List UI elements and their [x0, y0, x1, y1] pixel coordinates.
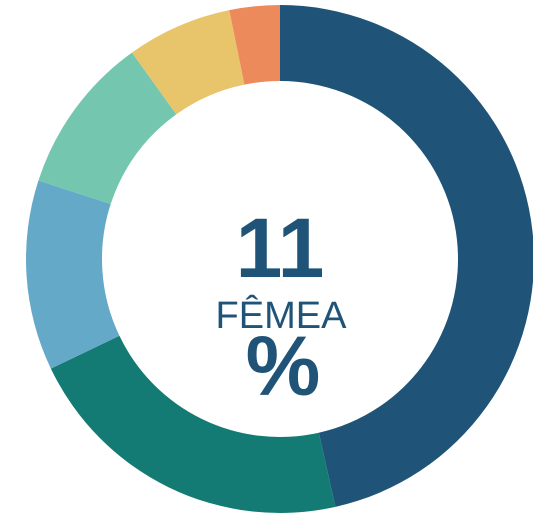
- donut-segment: [131, 10, 245, 115]
- donut-segment: [50, 335, 336, 513]
- donut: [25, 5, 533, 513]
- center-unit: %: [246, 319, 321, 413]
- center-label: FÊMEA: [216, 294, 348, 337]
- donut-segment: [280, 5, 533, 507]
- donut-segment: [38, 52, 177, 204]
- donut-segment: [25, 180, 120, 369]
- center-value: 11: [236, 201, 325, 295]
- donut-segment: [229, 5, 280, 85]
